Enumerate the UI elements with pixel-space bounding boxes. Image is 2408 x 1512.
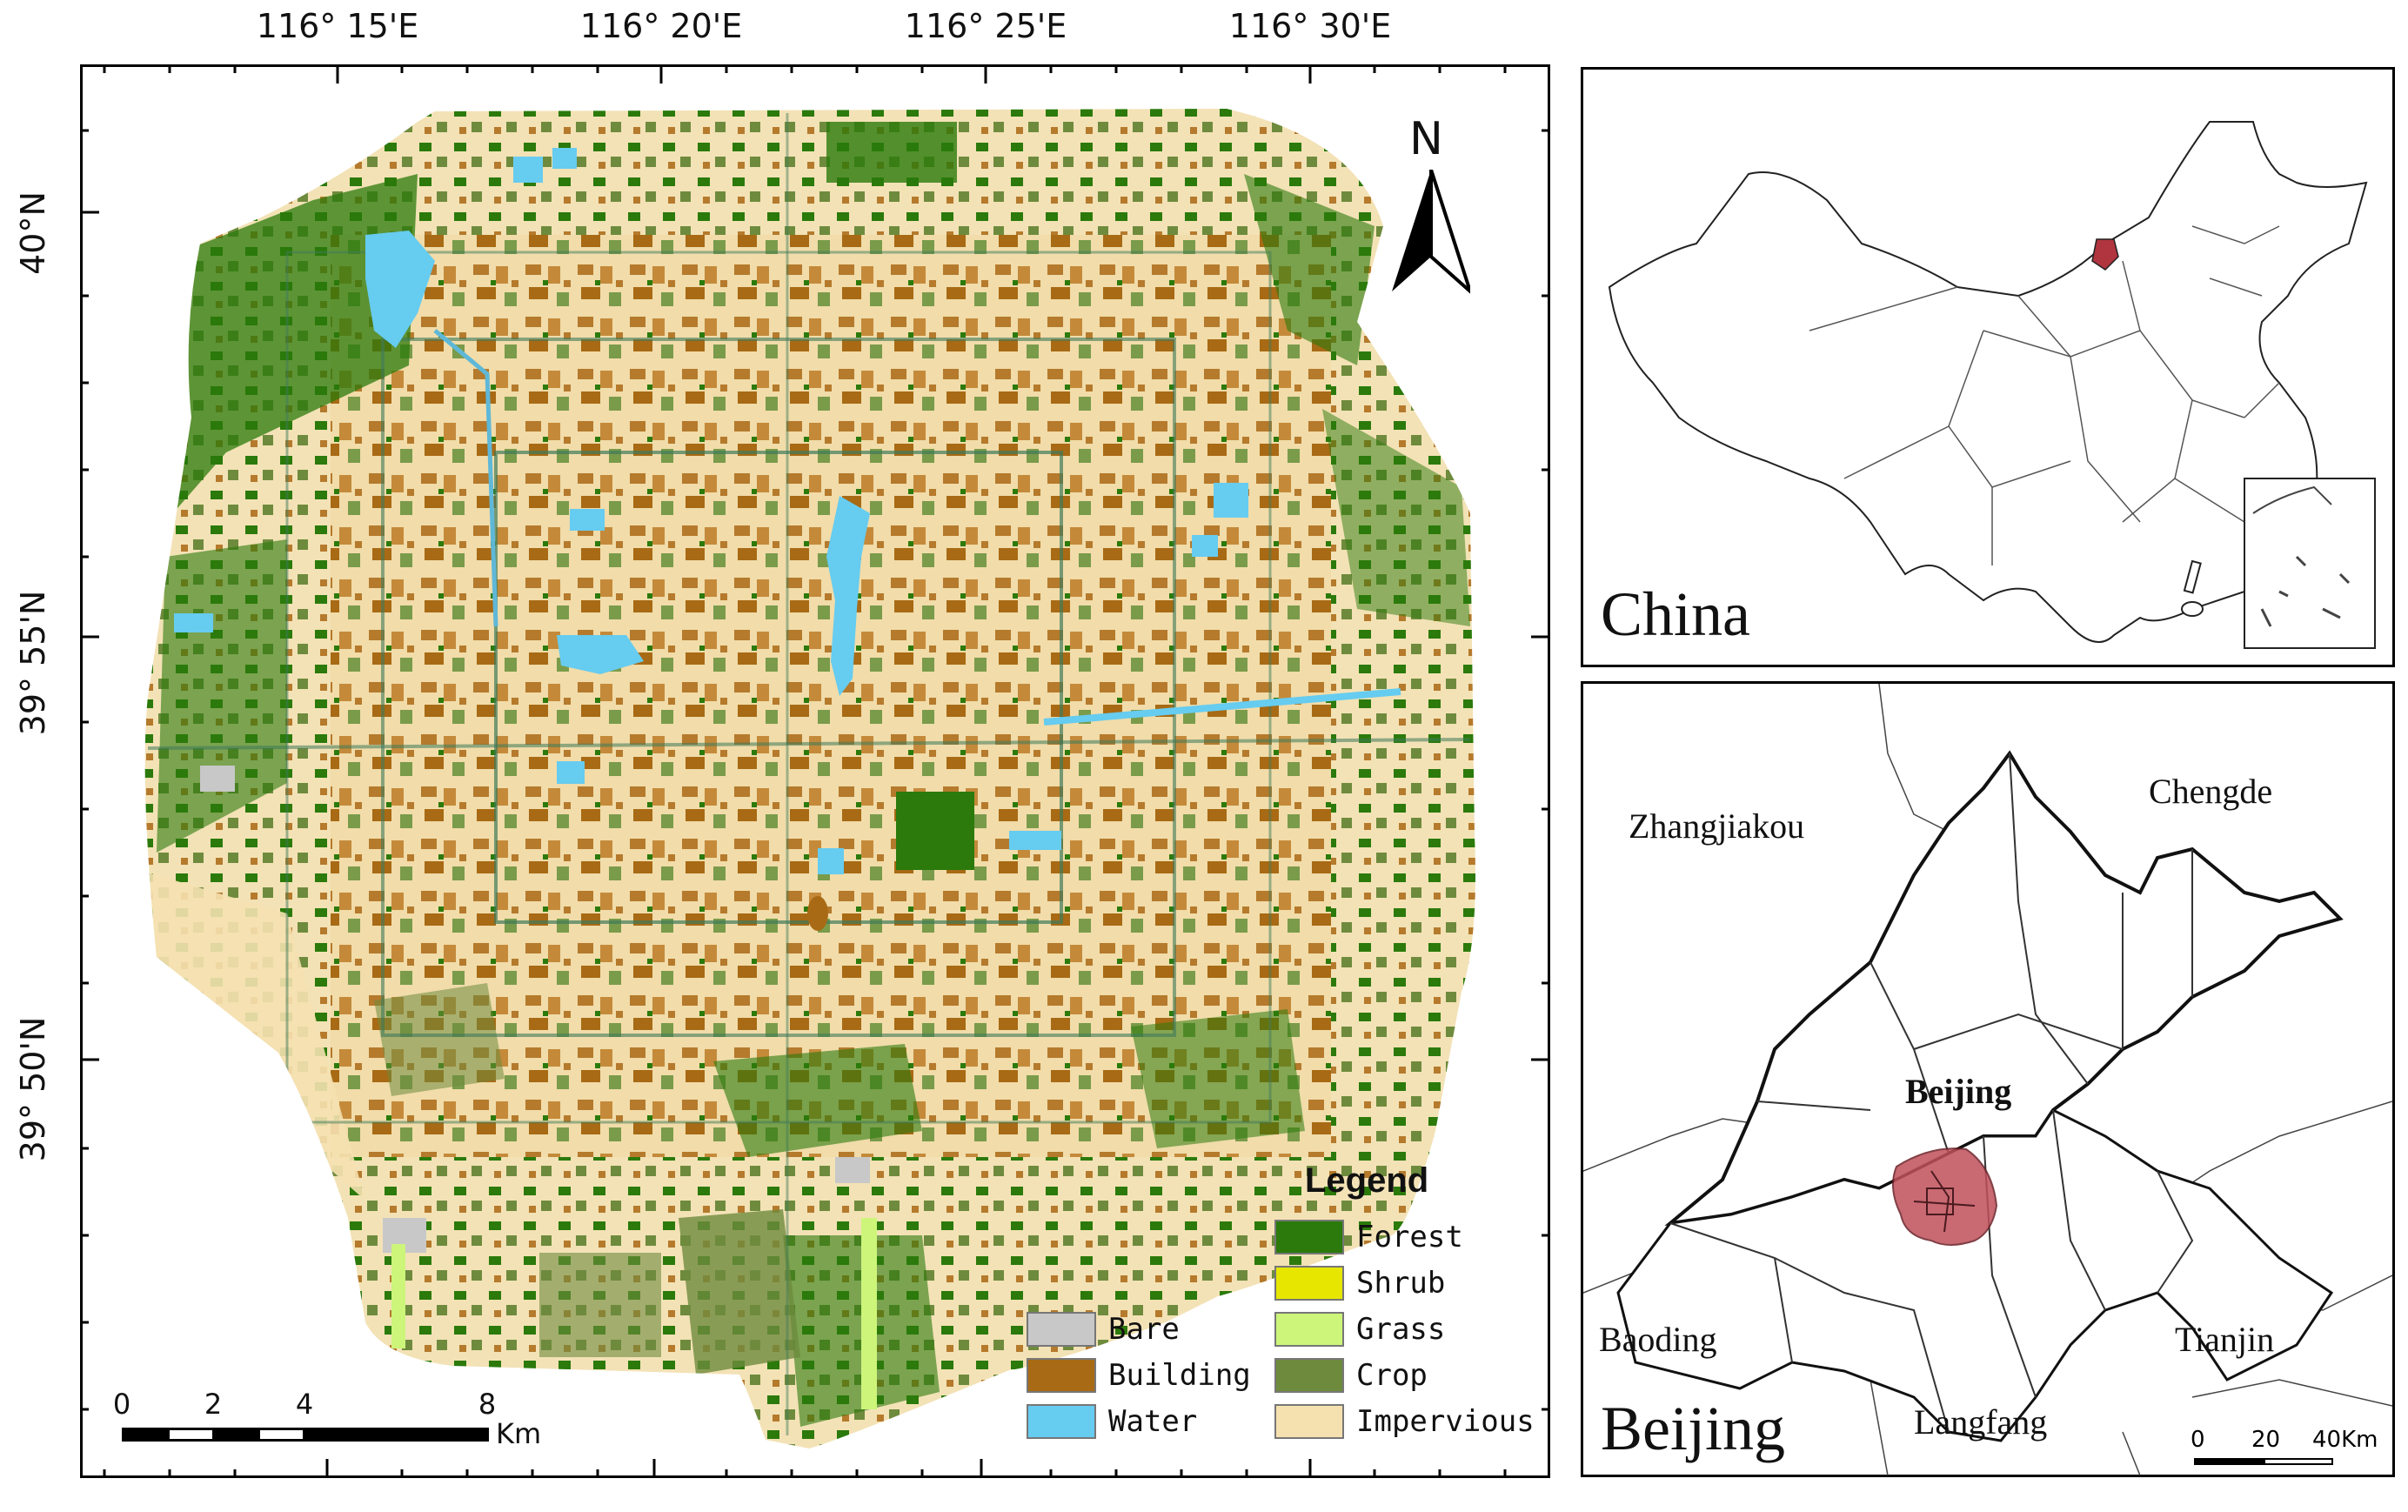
beijing-inset-frame: Zhangjiakou Chengde Baoding Tianjin Lang… bbox=[1581, 681, 2395, 1477]
scale-segment bbox=[122, 1428, 170, 1442]
city-label-chengde: Chengde bbox=[2149, 772, 2273, 811]
legend-swatch bbox=[1027, 1358, 1096, 1393]
legend-label: Crop bbox=[1356, 1358, 1428, 1393]
legend-item-grass: Grass bbox=[1274, 1310, 1445, 1348]
north-arrow-label: N bbox=[1409, 113, 1443, 165]
south-china-sea-inset bbox=[2244, 478, 2376, 649]
scale-label: 0 bbox=[112, 1388, 131, 1421]
longitude-label: 116° 15'E bbox=[256, 7, 419, 45]
legend-swatch bbox=[1274, 1266, 1344, 1301]
scale-label: 0 bbox=[2191, 1427, 2205, 1453]
scale-label: 20 bbox=[2251, 1427, 2281, 1453]
legend-item-shrub: Shrub bbox=[1274, 1264, 1445, 1302]
study-area-highlight bbox=[1892, 1147, 1998, 1246]
legend-label: Impervious bbox=[1356, 1404, 1535, 1439]
legend-item-crop: Crop bbox=[1274, 1356, 1428, 1395]
legend-item-water: Water bbox=[1027, 1402, 1197, 1441]
inset-title: China bbox=[1601, 579, 1750, 649]
scale-label: 8 bbox=[478, 1388, 497, 1421]
legend-item-forest: Forest bbox=[1274, 1218, 1463, 1256]
scale-bar: 0 2 4 8 Km bbox=[112, 1388, 565, 1450]
legend-swatch bbox=[1274, 1358, 1344, 1393]
north-arrow-icon bbox=[1392, 170, 1470, 294]
scale-unit: Km bbox=[496, 1417, 542, 1450]
legend-swatch bbox=[1027, 1404, 1096, 1439]
legend-title: Legend bbox=[1305, 1161, 1429, 1200]
beijing-scale-bar: 0 20 40Km bbox=[2191, 1427, 2382, 1470]
land-cover-map bbox=[80, 64, 1550, 1478]
scale-segment bbox=[212, 1428, 260, 1442]
legend-swatch bbox=[1027, 1312, 1096, 1347]
central-lakes bbox=[826, 496, 870, 696]
legend: Legend Forest Shrub Grass Crop Imperviou… bbox=[1013, 1161, 1535, 1470]
city-label-baoding: Baoding bbox=[1599, 1320, 1717, 1359]
city-label-zhangjiakou: Zhangjiakou bbox=[1629, 806, 1805, 846]
longitude-label: 116° 30'E bbox=[1228, 7, 1392, 45]
city-label-beijing: Beijing bbox=[1905, 1072, 2012, 1111]
city-land-cover bbox=[144, 109, 1476, 1448]
city-label-langfang: Langfang bbox=[1914, 1402, 2048, 1442]
legend-label: Forest bbox=[1356, 1220, 1463, 1254]
legend-label: Building bbox=[1108, 1358, 1251, 1393]
scale-segment bbox=[303, 1428, 489, 1442]
beijing-region-map bbox=[1582, 683, 2393, 1476]
scale-label: 4 bbox=[295, 1388, 314, 1421]
legend-label: Bare bbox=[1108, 1312, 1180, 1347]
legend-item-impervious: Impervious bbox=[1274, 1402, 1535, 1441]
city-label-tianjin: Tianjin bbox=[2175, 1320, 2275, 1359]
longitude-label: 116° 20'E bbox=[579, 7, 743, 45]
temple-of-heaven-park bbox=[896, 792, 974, 870]
scale-segment bbox=[2194, 1458, 2264, 1465]
scale-segment bbox=[258, 1428, 305, 1442]
china-outline-map bbox=[1608, 121, 2376, 649]
china-inset-frame: China bbox=[1581, 67, 2395, 667]
beijing-highlight bbox=[2091, 238, 2119, 271]
scale-segment bbox=[2264, 1458, 2333, 1465]
legend-swatch bbox=[1274, 1404, 1344, 1439]
north-arrow: N bbox=[1392, 113, 1470, 304]
legend-label: Shrub bbox=[1356, 1266, 1446, 1301]
legend-label: Water bbox=[1108, 1404, 1198, 1439]
inset-title: Beijing bbox=[1601, 1394, 1785, 1463]
legend-label: Grass bbox=[1356, 1312, 1446, 1347]
kunming-lake bbox=[365, 231, 435, 348]
frame-ticks bbox=[80, 64, 1550, 1478]
scale-segment bbox=[167, 1428, 215, 1442]
legend-item-building: Building bbox=[1027, 1356, 1251, 1395]
legend-item-bare: Bare bbox=[1027, 1310, 1180, 1348]
legend-swatch bbox=[1274, 1312, 1344, 1347]
scale-label: 2 bbox=[204, 1388, 223, 1421]
longitude-label: 116° 25'E bbox=[904, 7, 1067, 45]
legend-swatch bbox=[1274, 1220, 1344, 1254]
scale-label: 40Km bbox=[2312, 1427, 2378, 1453]
